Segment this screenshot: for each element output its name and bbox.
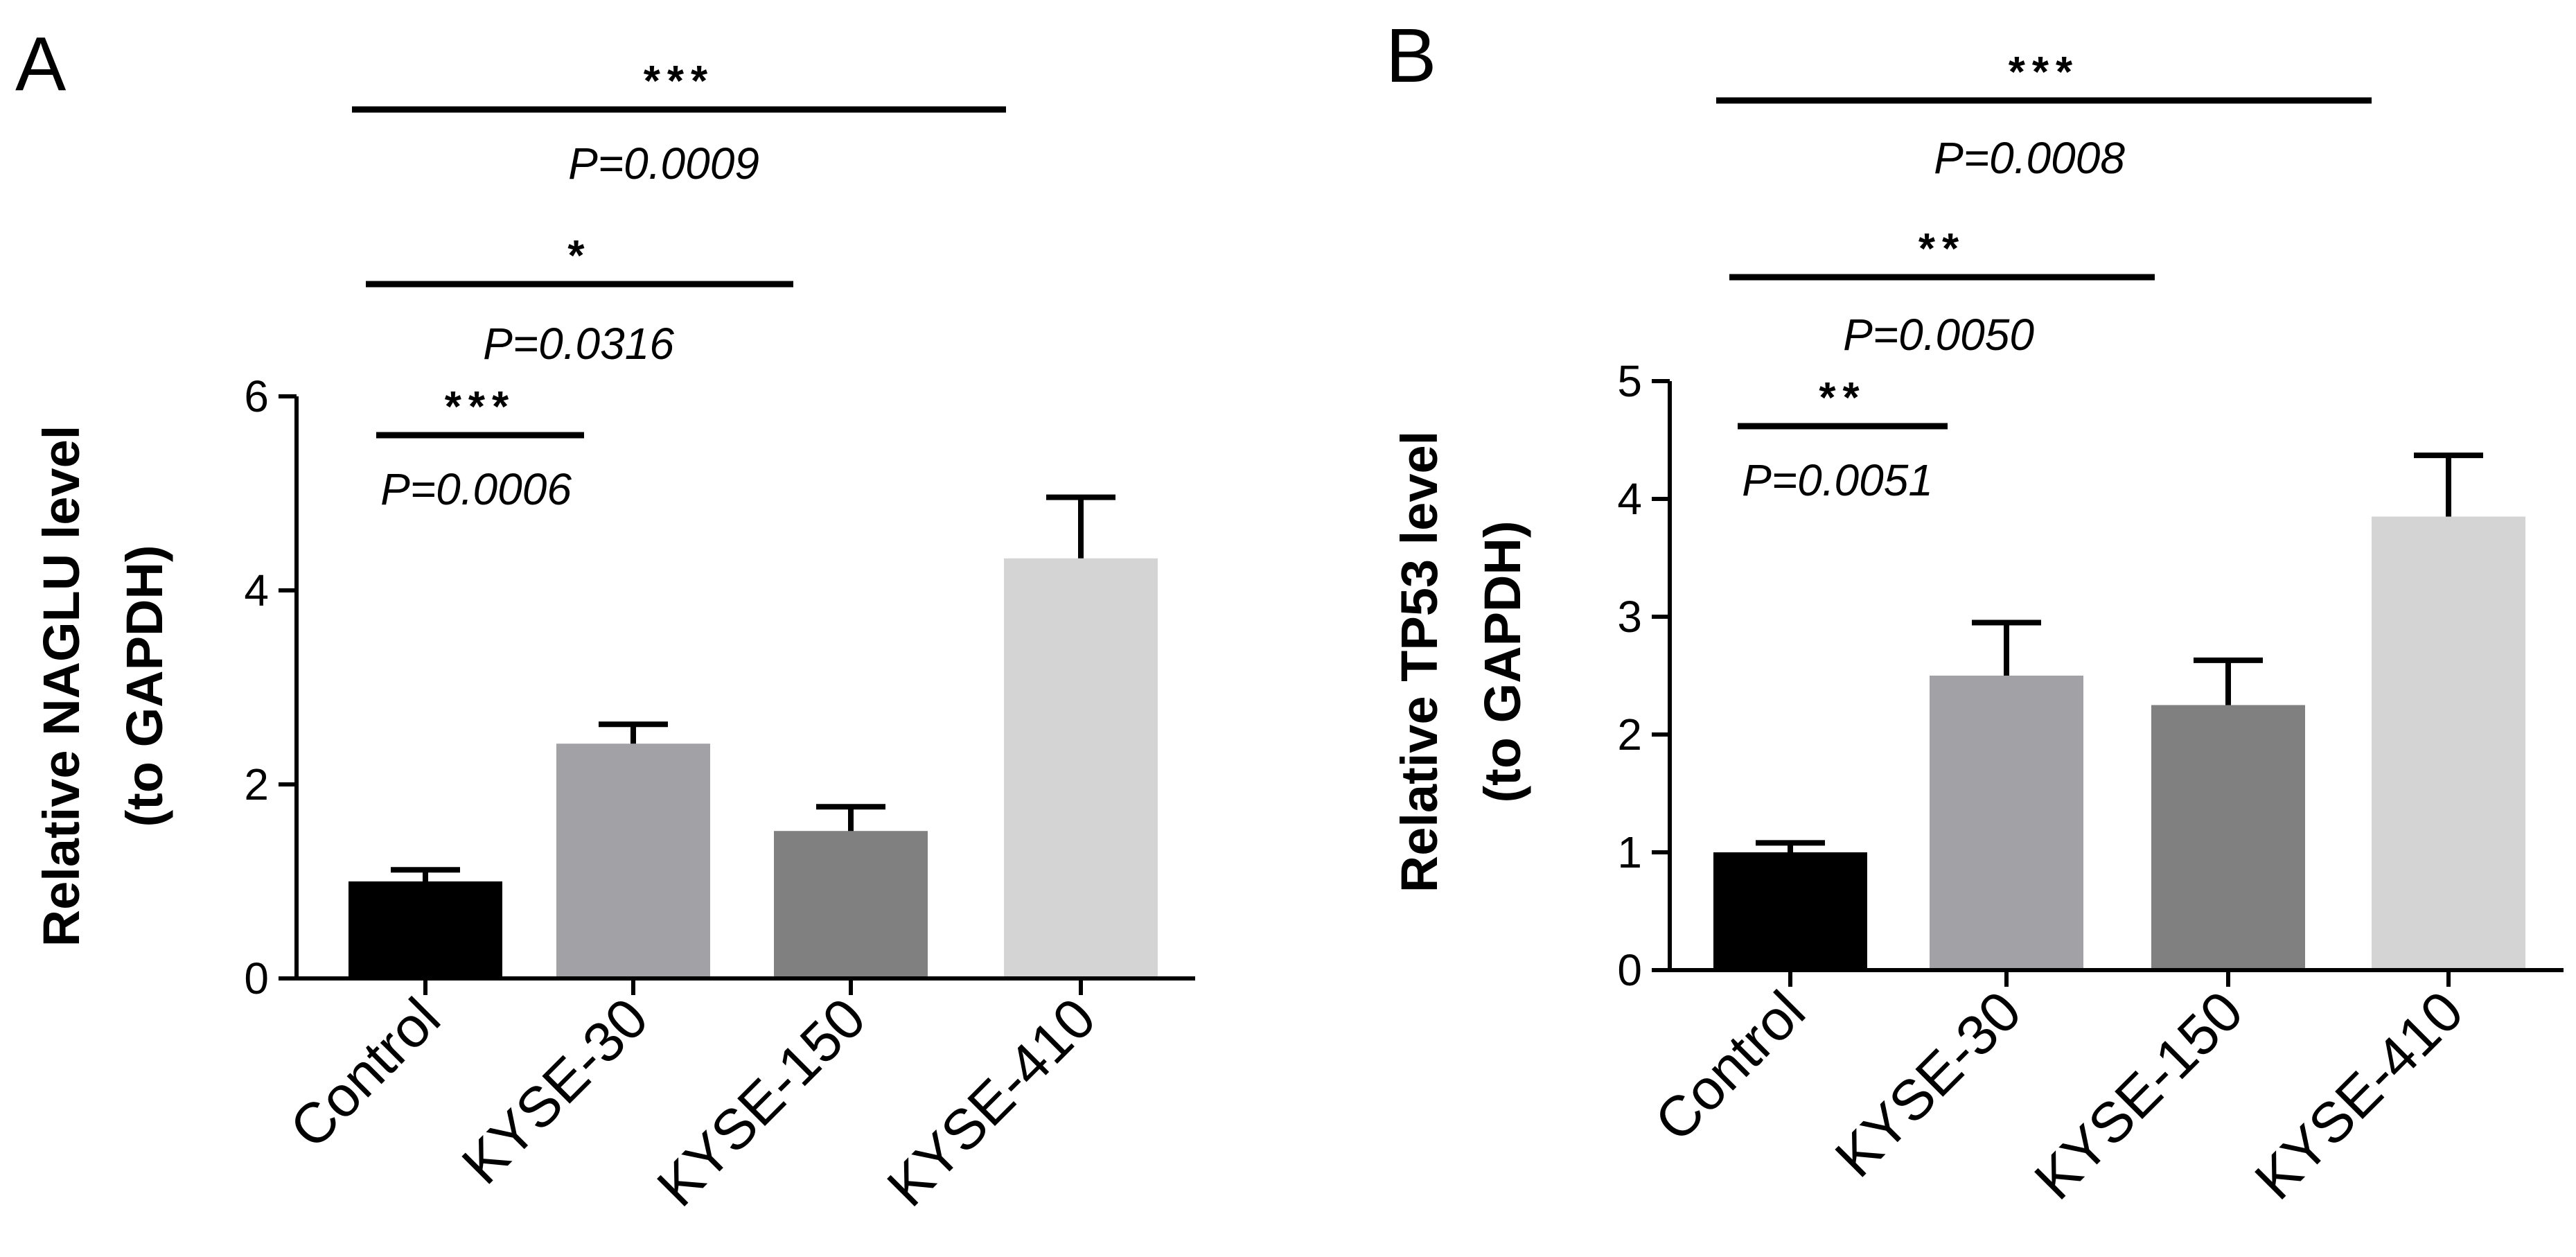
bar xyxy=(1930,676,2083,968)
category-label: KYSE-30 xyxy=(1824,979,2034,1189)
category-label: KYSE-410 xyxy=(876,986,1108,1218)
significance-stars: *** xyxy=(445,383,515,431)
significance-stars: *** xyxy=(644,58,714,105)
panel-label-b: B xyxy=(1386,13,1436,98)
bar xyxy=(1713,852,1867,968)
p-value-label: P=0.0009 xyxy=(568,139,759,188)
panel-b: B 0 1 2 3 4 5 Relative TP53 level (to GAPDH) Con… xyxy=(1386,13,2564,1211)
chart-b: 0 1 2 3 4 5 Relative TP53 level (to GAPDH) Contr… xyxy=(1391,49,2564,1211)
y-axis-label-units: (to GAPDH) xyxy=(116,545,173,827)
y-tick-label: 0 xyxy=(1617,945,1642,995)
panel-a: A 0 2 4 6 Relative NAGLU level (to GAPDH) Cont… xyxy=(15,21,1195,1218)
y-tick-label: 4 xyxy=(244,565,269,615)
bar xyxy=(556,744,710,976)
bar xyxy=(2372,516,2525,968)
p-value-label: P=0.0006 xyxy=(380,464,572,514)
category-label: Control xyxy=(278,986,452,1160)
significance-stars: ** xyxy=(1918,225,1966,273)
category-label: KYSE-150 xyxy=(2023,979,2255,1211)
bar xyxy=(2151,705,2305,968)
p-value-label: P=0.0008 xyxy=(1934,133,2125,183)
significance-stars: ** xyxy=(1819,374,1866,422)
y-tick-label: 3 xyxy=(1617,592,1642,642)
category-label: Control xyxy=(1643,979,1817,1153)
significance-stars: * xyxy=(567,232,591,280)
y-tick-label: 1 xyxy=(1617,827,1642,877)
significance-stars: *** xyxy=(2009,49,2079,96)
p-value-label: P=0.0316 xyxy=(483,319,674,369)
y-tick-label: 0 xyxy=(244,953,269,1003)
y-axis-label: Relative TP53 level xyxy=(1391,431,1448,893)
chart-a: 0 2 4 6 Relative NAGLU level (to GAPDH) Contro… xyxy=(33,58,1195,1218)
y-tick-label: 4 xyxy=(1617,474,1642,524)
category-label: KYSE-410 xyxy=(2243,979,2476,1211)
y-axis-label-units: (to GAPDH) xyxy=(1474,521,1531,803)
bar xyxy=(1004,558,1158,976)
panel-label-a: A xyxy=(15,21,67,107)
bar xyxy=(774,831,928,976)
bar xyxy=(349,881,502,976)
p-value-label: P=0.0051 xyxy=(1742,455,1933,505)
p-value-label: P=0.0050 xyxy=(1843,310,2034,360)
category-label: KYSE-30 xyxy=(450,986,660,1196)
y-tick-label: 5 xyxy=(1617,356,1642,406)
y-axis-label: Relative NAGLU level xyxy=(33,425,90,947)
y-tick-label: 2 xyxy=(244,759,269,809)
y-tick-label: 6 xyxy=(244,371,269,421)
category-label: KYSE-150 xyxy=(646,986,878,1218)
y-tick-label: 2 xyxy=(1617,710,1642,759)
